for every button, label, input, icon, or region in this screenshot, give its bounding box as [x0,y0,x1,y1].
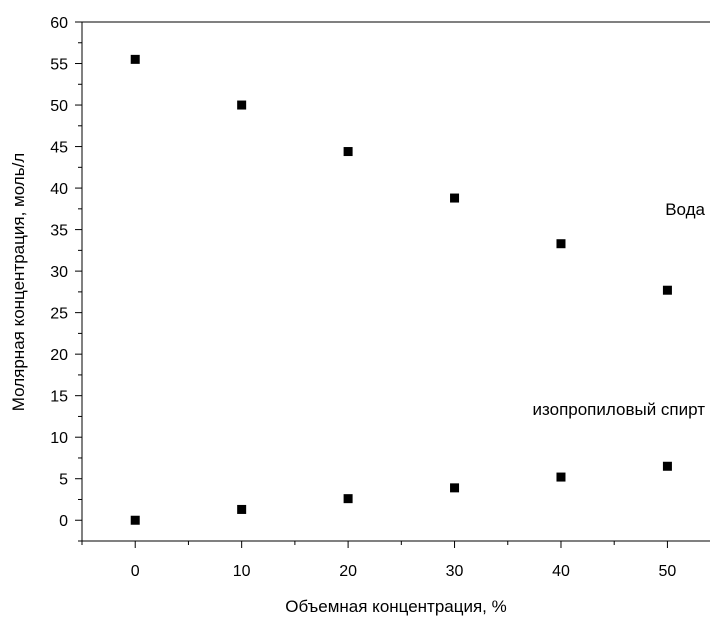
data-point [450,193,460,203]
data-point [130,54,140,64]
y-tick-label: 40 [50,181,68,198]
x-axis-title: Объемная концентрация, % [285,597,507,616]
x-tick-label: 0 [131,563,140,580]
data-point [662,461,672,471]
data-point [556,239,566,249]
data-points [130,54,672,525]
y-tick-label: 55 [50,57,68,74]
x-tick-label: 20 [339,563,357,580]
y-tick-label: 5 [59,472,68,489]
annotation-water: Вода [665,200,705,219]
x-tick-label: 10 [233,563,251,580]
data-point [450,483,460,493]
y-tick-label: 35 [50,223,68,240]
y-tick-label: 30 [50,264,68,281]
x-tick-label: 30 [446,563,464,580]
data-point [130,515,140,525]
data-point [237,504,247,514]
x-tick-label: 40 [552,563,570,580]
x-ticks: 0 10 20 30 40 50 [81,541,677,580]
y-tick-label: 50 [50,98,68,115]
y-tick-label: 45 [50,140,68,157]
data-point [237,100,247,110]
axes [81,21,710,542]
annotation-isopropanol: изопропиловый спирт [533,400,706,419]
y-tick-label: 15 [50,389,68,406]
data-point [343,494,353,504]
y-tick-label: 20 [50,347,68,364]
y-ticks: 0 5 10 15 20 25 30 35 40 45 50 55 60 [50,15,82,542]
y-tick-label: 10 [50,430,68,447]
data-point [556,472,566,482]
y-tick-label: 0 [59,513,68,530]
y-tick-label: 60 [50,15,68,32]
y-axis-title: Молярная концентрация, моль/л [9,153,28,411]
x-tick-label: 50 [659,563,677,580]
y-tick-label: 25 [50,306,68,323]
data-point [343,147,353,157]
data-point [662,285,672,295]
